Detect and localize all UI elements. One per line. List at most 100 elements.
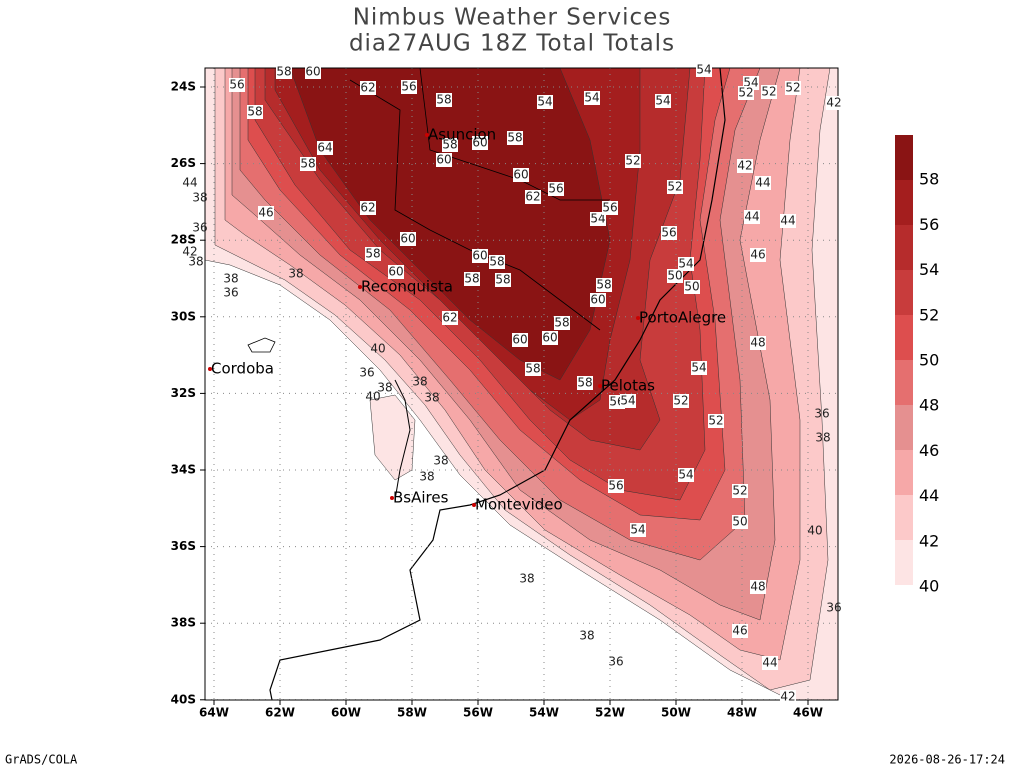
contour-label: 44 [762,656,777,670]
contour-label: 44 [755,176,770,190]
lat-tick-label: 34S [171,463,196,477]
contour-label: 58 [436,93,451,107]
contour-label: 38 [377,381,392,395]
contour-label: 52 [785,81,800,95]
contour-label: 38 [412,375,427,389]
contour-label-box [305,65,321,79]
contour-label-box [750,248,766,262]
contour-label-box [525,190,541,204]
contour-label: 60 [542,331,557,345]
colorbar-label: 42 [919,531,939,550]
contour-label-box [780,214,796,228]
contour-label: 64 [317,141,332,155]
contour-label-box [661,226,677,240]
footer-left: GrADS/COLA [5,753,78,767]
contour-label: 42 [826,96,841,110]
contour-label-box [732,484,748,498]
contour-label: 36 [814,407,829,421]
city-label: Montevideo [475,496,563,514]
contour-label-box [436,93,452,107]
contour-label: 58 [495,273,510,287]
contour-label-box [464,272,480,286]
contour-label-box [548,182,564,196]
contour-label: 56 [401,80,416,94]
lon-tick-label: 60W [331,706,361,720]
contour-label-box [442,138,458,152]
contour-label: 60 [472,136,487,150]
contour-label-box [780,690,796,704]
contour-label-box [750,336,766,350]
contour-label-box [744,210,760,224]
contour-label-box [401,80,417,94]
lon-tick-label: 52W [595,706,625,720]
contour-label: 54 [696,63,711,77]
contour-label: 54 [691,361,706,375]
contour-label-box [655,94,671,108]
contour-label: 60 [512,333,527,347]
title: Nimbus Weather Services [353,5,672,31]
contour-label: 60 [388,265,403,279]
contour-label-box [691,361,707,375]
contour-label-box [513,168,529,182]
contour-label-box [755,176,771,190]
lat-tick-label: 38S [171,616,196,630]
contour-label: 60 [513,168,528,182]
contour-label: 54 [620,394,635,408]
contour-label: 40 [807,524,822,538]
contour-label-box [761,85,777,99]
contour-label-box [525,362,541,376]
lat-tick-label: 24S [171,80,196,94]
contour-label-box [678,257,694,271]
contour-label: 38 [288,267,303,281]
contour-label: 62 [360,201,375,215]
colorbar-box [895,180,913,225]
contour-label-box [584,91,600,105]
contour-label: 60 [305,65,320,79]
colorbar-label: 52 [919,305,939,324]
colorbar-label: 54 [919,260,939,279]
contour-label: 54 [537,95,552,109]
contour-label: 58 [554,316,569,330]
contour-label-box [512,333,528,347]
contour-label: 36 [826,601,841,615]
contour-label-box [826,96,842,110]
contour-label-box [667,269,683,283]
lat-tick-label: 40S [171,692,196,706]
contour-label-box [554,316,570,330]
contour-label: 58 [489,255,504,269]
contour-label-box [608,479,624,493]
contour-label: 56 [229,78,244,92]
contour-label: 44 [182,176,197,190]
contour-label-box [590,212,606,226]
contour-label-box [678,468,694,482]
contour-label: 48 [750,580,765,594]
labels: 64W 62W 60W 58W 56W 54W 52W 50W 48W 46W24S26S28S3… [171,63,842,720]
lon-tick-label: 58W [397,706,427,720]
contour-label-box [667,180,683,194]
contour-label-box [229,78,245,92]
colorbar-box [895,450,913,495]
contour-label: 52 [738,86,753,100]
contour-label: 38 [424,391,439,405]
city-dot [208,367,212,371]
contour-label: 46 [732,624,747,638]
contour-label: 46 [258,206,273,220]
lake [247,337,276,353]
contour-label: 44 [744,210,759,224]
contour-label: 54 [590,212,605,226]
contour-label: 52 [732,484,747,498]
contour-label-box [737,159,753,173]
contour-label: 52 [708,414,723,428]
colorbar-box [895,135,913,180]
contour-label: 56 [548,182,563,196]
contour-label: 52 [673,394,688,408]
contour-label-box [785,81,801,95]
contour-label-box [507,131,523,145]
lat-tick-label: 26S [171,156,196,170]
colorbar-label: 44 [919,486,939,505]
contour-label-box [360,81,376,95]
contour-label: 58 [525,362,540,376]
contour-label-box [182,245,198,259]
lon-tick-label: 56W [463,706,493,720]
border [349,79,601,331]
